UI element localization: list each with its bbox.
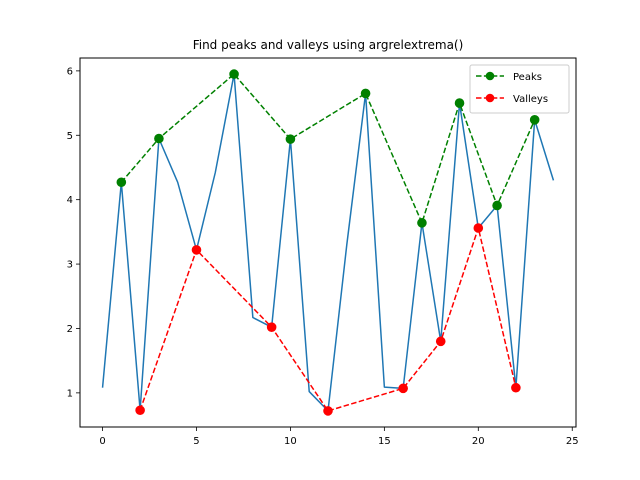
x-tick-label: 25 (566, 436, 579, 447)
x-tick-label: 5 (193, 436, 199, 447)
y-tick-label: 3 (67, 260, 73, 271)
point-peaks (154, 133, 164, 144)
point-peaks (229, 69, 239, 79)
series-line-valleys (139, 227, 517, 412)
plot-area (101, 69, 555, 416)
point-peaks (529, 115, 540, 125)
point-valleys (435, 336, 446, 347)
legend: Peaks Valleys (469, 64, 570, 114)
legend-marker-peaks (485, 71, 495, 81)
x-tick-label: 20 (472, 436, 485, 447)
point-peaks (417, 218, 427, 228)
axes-frame (79, 57, 577, 428)
point-valleys (266, 322, 277, 332)
x-tick-label: 10 (284, 436, 297, 447)
series-line-peaks (120, 73, 536, 224)
legend-label-peaks: Peaks (513, 72, 542, 83)
point-valleys (398, 383, 408, 394)
legend-box (469, 64, 570, 114)
point-peaks (492, 200, 502, 211)
point-valleys (191, 245, 202, 255)
point-peaks (285, 134, 296, 144)
x-tick-label: 15 (378, 436, 391, 447)
legend-marker-valleys (485, 93, 495, 103)
y-tick-label: 4 (67, 195, 73, 206)
x-tick-label: 0 (99, 436, 105, 447)
y-tick-label: 5 (67, 131, 73, 142)
point-peaks (116, 177, 127, 188)
y-tick-label: 2 (67, 324, 73, 335)
legend-label-valleys: Valleys (513, 94, 548, 105)
point-valleys (135, 405, 145, 416)
chart-title: Find peaks and valleys using argrelextre… (193, 38, 464, 52)
point-valleys (473, 223, 484, 233)
y-tick-label: 6 (67, 66, 73, 77)
point-peaks (360, 88, 371, 99)
axis-ticks: 0 5 10 15 20 25 1 2 3 4 5 6 (67, 66, 579, 447)
point-peaks (454, 98, 465, 108)
point-valleys (511, 382, 521, 393)
point-valleys (323, 406, 333, 416)
y-tick-label: 1 (67, 388, 73, 399)
